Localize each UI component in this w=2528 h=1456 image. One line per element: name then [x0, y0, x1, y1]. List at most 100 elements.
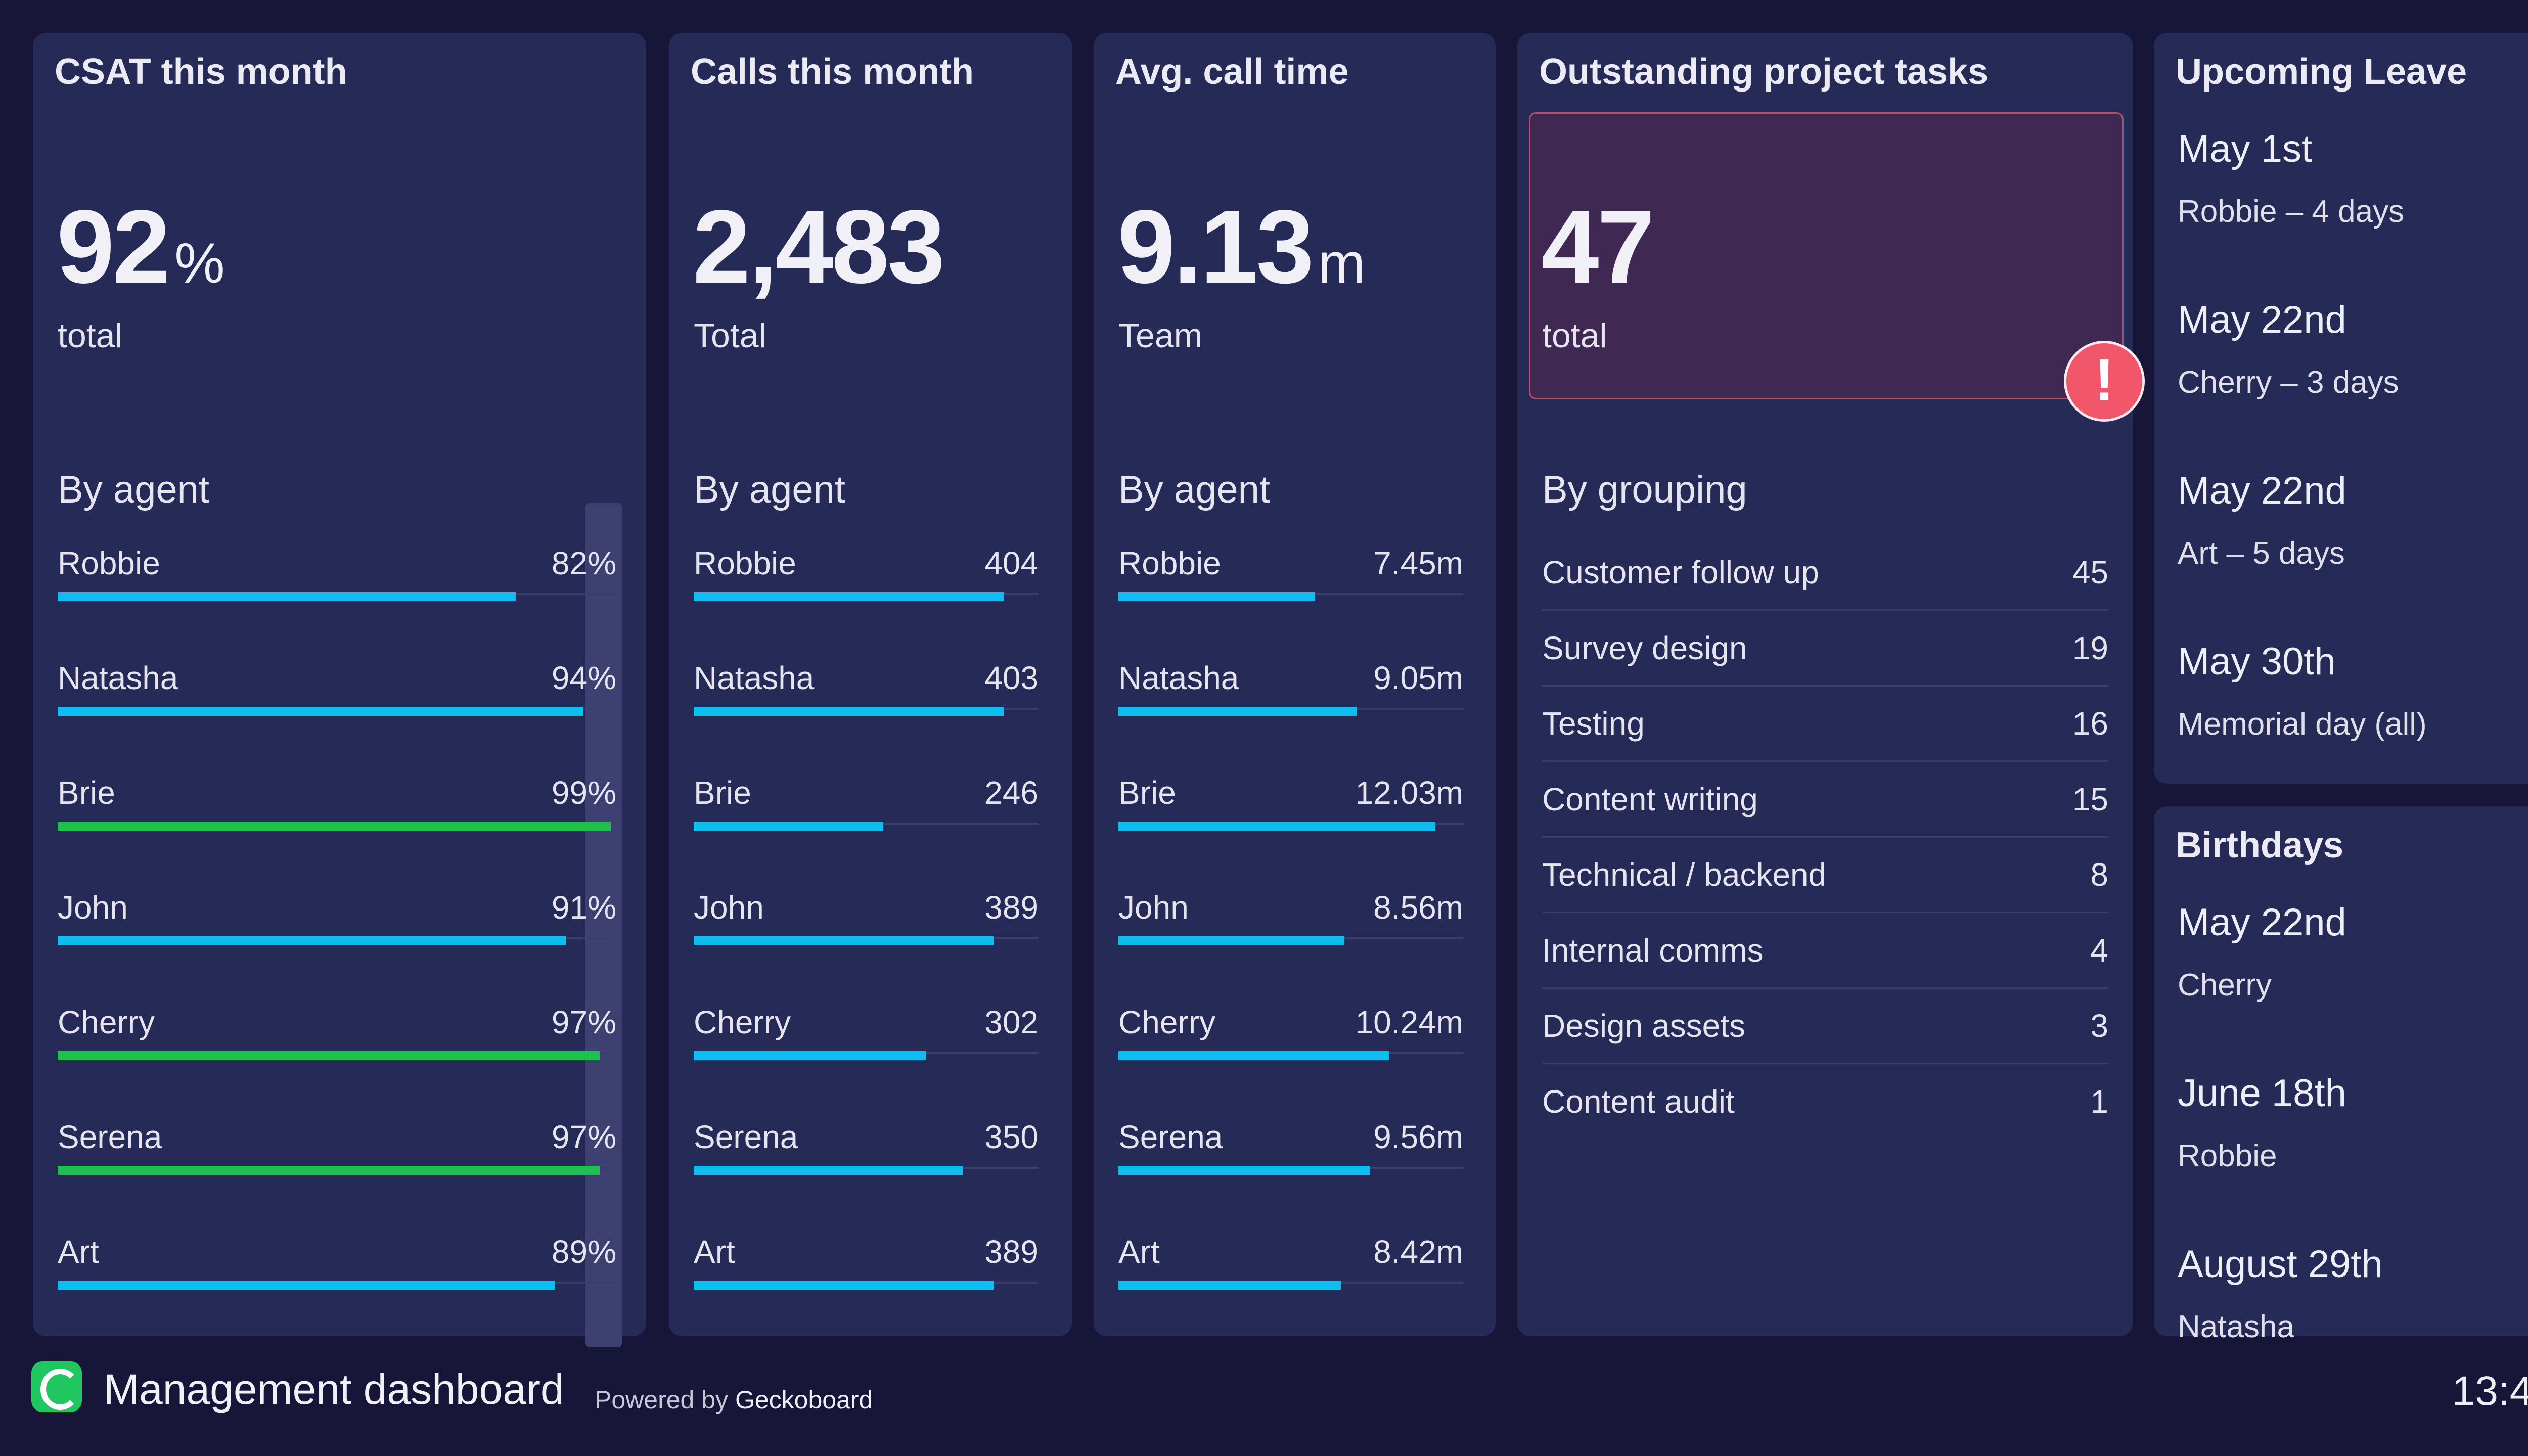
- divider: [1542, 836, 2108, 838]
- agent-bar: [58, 1166, 600, 1175]
- geckoboard-logo-icon: [31, 1361, 82, 1412]
- event-date: May 22nd: [2178, 298, 2346, 341]
- panel-title: Birthdays: [2176, 825, 2344, 866]
- agent-bar: [1118, 592, 1315, 601]
- agent-bar: [694, 822, 884, 831]
- agent-row: John 8.56m: [1118, 889, 1463, 949]
- agent-name: Natasha: [58, 660, 178, 696]
- event-description: Art – 5 days: [2178, 536, 2345, 571]
- agent-bar: [1118, 707, 1357, 716]
- grouping-name: Survey design: [1542, 629, 1747, 666]
- big-number: 47: [1541, 189, 1655, 305]
- event-description: Natasha: [2178, 1309, 2294, 1344]
- avg-call-total: 9.13 m: [1117, 195, 1365, 299]
- agent-row: Art 389: [694, 1233, 1039, 1294]
- big-number: 2,483: [693, 189, 945, 305]
- agent-name: Robbie: [1118, 545, 1221, 581]
- agent-name: Robbie: [694, 545, 796, 581]
- powered-by: Powered by Geckoboard: [595, 1385, 873, 1415]
- agent-row: Brie 99%: [58, 774, 616, 835]
- agent-value: 97%: [551, 1119, 616, 1155]
- big-number-unit: %: [174, 232, 225, 295]
- agent-name: Art: [1118, 1234, 1160, 1270]
- event-date: June 18th: [2178, 1072, 2346, 1115]
- grouping-name: Customer follow up: [1542, 554, 1819, 590]
- grouping-row: Survey design 19: [1542, 629, 2108, 705]
- event-date: May 22nd: [2178, 901, 2346, 944]
- agent-value: 97%: [551, 1004, 616, 1040]
- calls-total: 2,483: [693, 195, 945, 299]
- agent-value: 9.05m: [1373, 660, 1463, 696]
- scrollbar[interactable]: [585, 503, 622, 1347]
- grouping-name: Testing: [1542, 705, 1645, 742]
- agent-value: 94%: [551, 660, 616, 696]
- tasks-total: 47: [1541, 195, 1655, 299]
- calls-panel: Calls this month 2,483 Total By agent Ro…: [669, 33, 1072, 1336]
- agent-row: Serena 350: [694, 1118, 1039, 1179]
- grouping-value: 4: [2090, 932, 2108, 969]
- event-date: August 29th: [2178, 1243, 2383, 1286]
- agent-name: Serena: [58, 1119, 162, 1155]
- agent-name: John: [1118, 889, 1189, 926]
- avg-call-panel: Avg. call time 9.13 m Team By agent Robbi…: [1094, 33, 1496, 1336]
- agent-bar: [58, 1281, 555, 1290]
- alert-highlight: [1529, 112, 2124, 399]
- event-description: Robbie – 4 days: [2178, 194, 2405, 229]
- agent-row: Brie 246: [694, 774, 1039, 835]
- grouping-value: 16: [2072, 705, 2108, 742]
- agent-bar: [58, 936, 566, 945]
- event-description: Cherry: [2178, 968, 2272, 1003]
- divider: [1542, 760, 2108, 762]
- agent-bar: [1118, 936, 1344, 945]
- agent-name: Natasha: [694, 660, 815, 696]
- agent-value: 99%: [551, 775, 616, 811]
- agent-row: Robbie 404: [694, 544, 1039, 605]
- agent-value: 8.56m: [1373, 889, 1463, 926]
- agent-row: Art 8.42m: [1118, 1233, 1463, 1294]
- agent-name: Robbie: [58, 545, 160, 581]
- agent-bar: [58, 822, 611, 831]
- agent-bar: [1118, 1051, 1389, 1060]
- agent-row: Art 89%: [58, 1233, 616, 1294]
- agent-bar: [58, 707, 583, 716]
- agent-bar: [1118, 1166, 1370, 1175]
- agent-bar: [694, 592, 1004, 601]
- big-number-caption: total: [58, 316, 123, 355]
- grouping-row: Content audit 1: [1542, 1083, 2108, 1159]
- grouping-name: Content writing: [1542, 781, 1758, 817]
- section-heading: By agent: [1118, 468, 1270, 511]
- csat-total: 92%: [57, 195, 225, 299]
- agent-row: Natasha 403: [694, 659, 1039, 720]
- agent-name: Brie: [694, 775, 751, 811]
- agent-value: 302: [984, 1004, 1039, 1040]
- divider: [1542, 912, 2108, 913]
- birthdays-panel: Birthdays May 22nd Cherry June 18th Robbie A…: [2154, 806, 2528, 1344]
- agent-name: Art: [58, 1234, 99, 1270]
- agent-row: Robbie 82%: [58, 544, 616, 605]
- event-date: May 22nd: [2178, 469, 2346, 512]
- agent-row: Serena 9.56m: [1118, 1118, 1463, 1179]
- agent-value: 246: [984, 775, 1039, 811]
- grouping-value: 1: [2090, 1083, 2108, 1120]
- panel-title: Outstanding project tasks: [1539, 52, 1989, 92]
- grouping-name: Technical / backend: [1542, 856, 1827, 893]
- agent-row: Cherry 97%: [58, 1004, 616, 1064]
- agent-bar: [1118, 1281, 1341, 1290]
- tasks-panel: Outstanding project tasks 47 total ! By …: [1517, 33, 2145, 1336]
- big-number-unit: m: [1318, 232, 1366, 295]
- agent-name: Art: [694, 1234, 735, 1270]
- grouping-name: Internal comms: [1542, 932, 1764, 969]
- agent-value: 389: [984, 1234, 1039, 1270]
- agent-name: Natasha: [1118, 660, 1239, 696]
- agent-row: John 389: [694, 889, 1039, 949]
- agent-bar: [694, 1281, 994, 1290]
- agent-value: 82%: [551, 545, 616, 581]
- agent-bar: [1118, 822, 1436, 831]
- divider: [1542, 1063, 2108, 1064]
- agent-value: 389: [984, 889, 1039, 926]
- agent-value: 9.56m: [1373, 1119, 1463, 1155]
- agent-name: Cherry: [1118, 1004, 1216, 1040]
- agent-bar: [58, 1051, 600, 1060]
- agent-row: Cherry 302: [694, 1004, 1039, 1064]
- grouping-row: Content writing 15: [1542, 781, 2108, 856]
